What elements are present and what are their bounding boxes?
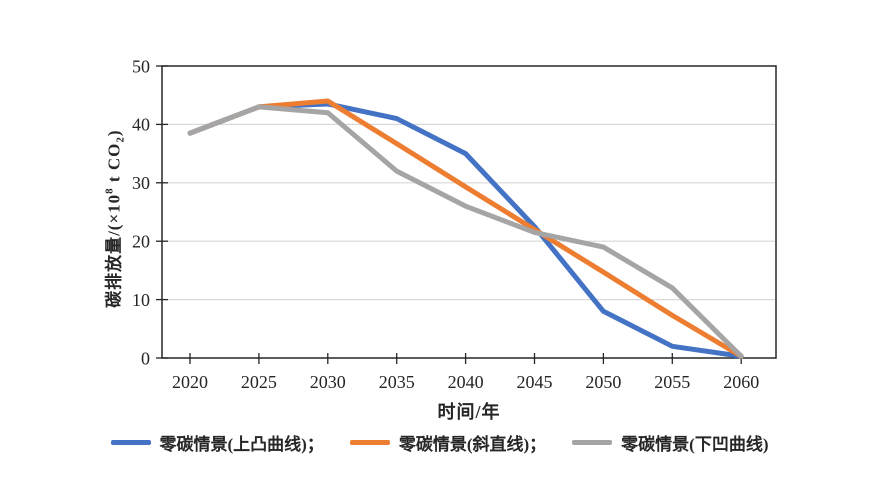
plot-border bbox=[161, 65, 777, 359]
series-line-0 bbox=[187, 101, 744, 359]
y-tick-label: 0 bbox=[141, 348, 150, 368]
y-axis-title-subscript: 2 bbox=[114, 136, 127, 143]
y-axis-title-text: 碳排放量/(×10 bbox=[104, 193, 124, 308]
y-axis-title-superscript: 8 bbox=[103, 187, 116, 194]
legend-item-1: 零碳情景(斜直线)； bbox=[349, 430, 547, 455]
y-tick-label: 20 bbox=[132, 232, 150, 252]
x-tick-label: 2035 bbox=[379, 372, 415, 392]
x-tick-label: 2060 bbox=[723, 372, 759, 392]
x-tick-label: 2030 bbox=[310, 372, 346, 392]
legend-swatch-2 bbox=[572, 439, 613, 445]
x-tick-label: 2025 bbox=[241, 372, 277, 392]
legend-swatch-1 bbox=[349, 439, 390, 445]
x-tick-label: 2050 bbox=[585, 372, 621, 392]
legend: 零碳情景(上凸曲线)； 零碳情景(斜直线)； 零碳情景(下凹曲线) bbox=[0, 425, 879, 459]
y-axis-title-close: ) bbox=[104, 129, 124, 137]
y-tick-label: 10 bbox=[132, 290, 150, 310]
legend-swatch-0 bbox=[110, 439, 151, 445]
legend-label-1: 零碳情景(斜直线)； bbox=[398, 434, 547, 454]
x-tick-label: 2045 bbox=[517, 372, 553, 392]
x-axis-title: 时间/年 bbox=[437, 402, 501, 422]
y-axis-title-unit: t CO bbox=[104, 142, 124, 188]
x-tick-label: 2040 bbox=[448, 372, 484, 392]
x-tick-label: 2055 bbox=[654, 372, 690, 392]
series-line-2 bbox=[187, 104, 744, 359]
legend-item-0: 零碳情景(上凸曲线)； bbox=[110, 430, 324, 455]
legend-label-0: 零碳情景(上凸曲线)； bbox=[159, 434, 324, 454]
series-line-1 bbox=[187, 98, 744, 359]
legend-label-2: 零碳情景(下凹曲线) bbox=[621, 434, 769, 454]
legend-item-2: 零碳情景(下凹曲线) bbox=[572, 430, 768, 455]
y-tick-label: 40 bbox=[132, 115, 150, 135]
y-axis-title: 碳排放量/(×108 t CO2) bbox=[99, 89, 127, 349]
y-tick-label: 50 bbox=[132, 56, 150, 76]
x-tick-label: 2020 bbox=[172, 372, 208, 392]
y-tick-label: 30 bbox=[132, 173, 150, 193]
